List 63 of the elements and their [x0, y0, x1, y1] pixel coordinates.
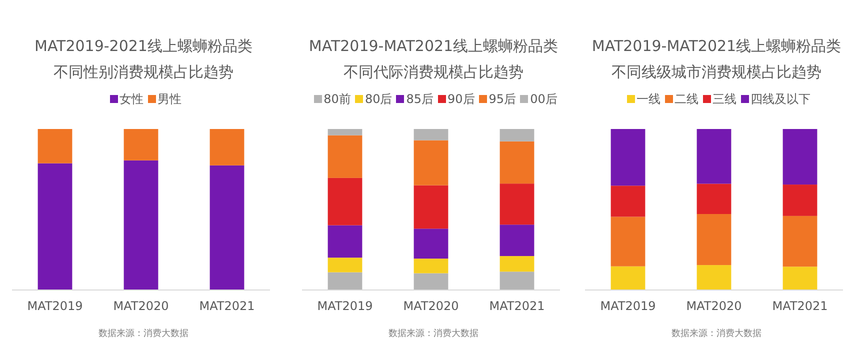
- source-note: 数据来源：消费大数据: [98, 328, 190, 340]
- bar: [38, 129, 72, 164]
- x-tick-label: MAT2021: [199, 299, 255, 313]
- legend-label: 95后: [488, 92, 516, 106]
- chart-title: MAT2019-2021线上螺蛳粉品类不同性别消费规模占比趋势: [34, 36, 254, 83]
- bar: [414, 258, 448, 274]
- bar: [328, 135, 362, 178]
- bar: [38, 163, 72, 290]
- bar: [696, 184, 732, 214]
- bar: [610, 186, 646, 217]
- bar: [782, 184, 818, 216]
- x-tick-label: MAT2020: [686, 299, 742, 313]
- source-note: 数据来源：消费大数据: [388, 328, 480, 340]
- legend-label: 00后: [530, 92, 558, 106]
- x-tick-label: MAT2021: [772, 299, 828, 313]
- legend-label: 女性: [120, 92, 144, 106]
- bar: [782, 216, 818, 267]
- x-tick-label: MAT2019: [27, 299, 83, 313]
- bar: [610, 216, 646, 266]
- bar: [328, 178, 362, 226]
- x-tick-label: MAT2021: [489, 299, 545, 313]
- bar: [328, 258, 362, 272]
- source-note: 数据来源：消费大数据: [670, 328, 762, 340]
- bar: [696, 129, 732, 184]
- legend-label: 85后: [406, 92, 434, 106]
- legend-label: 男性: [158, 92, 182, 106]
- bar: [328, 129, 362, 136]
- legend-label: 二线: [674, 92, 698, 106]
- bar: [782, 129, 818, 185]
- x-tick-label: MAT2020: [403, 299, 459, 313]
- legend-label: 四线及以下: [750, 92, 810, 106]
- bar: [414, 228, 448, 259]
- bar: [124, 160, 158, 290]
- legend-label: 80后: [364, 92, 392, 106]
- bar: [328, 272, 362, 290]
- bar: [414, 140, 448, 186]
- bar: [210, 165, 244, 290]
- bar: [696, 214, 732, 266]
- legend-label: 一线: [636, 92, 660, 106]
- chart-title: MAT2019-MAT2021线上螺蛳粉品类不同线级城市消费规模占比趋势: [590, 36, 842, 83]
- x-tick-label: MAT2020: [113, 299, 169, 313]
- legend-label: 80前: [324, 92, 351, 106]
- bar: [500, 272, 534, 290]
- bar: [124, 129, 158, 160]
- legend-label: 三线: [712, 92, 736, 106]
- bar: [500, 224, 534, 256]
- bar: [500, 141, 534, 184]
- bar: [500, 256, 534, 272]
- bar: [414, 129, 448, 140]
- bar: [696, 265, 732, 290]
- bar: [500, 129, 534, 142]
- bar: [610, 266, 646, 290]
- x-tick-label: MAT2019: [317, 299, 373, 313]
- bar: [328, 225, 362, 258]
- chart-title: MAT2019-MAT2021线上螺蛳粉品类不同代际消费规模占比趋势: [308, 36, 560, 83]
- bar: [414, 185, 448, 229]
- bar: [610, 129, 646, 186]
- x-tick-label: MAT2019: [600, 299, 656, 313]
- bar: [210, 129, 244, 166]
- bar: [500, 184, 534, 225]
- legend-label: 90后: [448, 92, 475, 106]
- bar: [782, 266, 818, 290]
- bar: [414, 273, 448, 290]
